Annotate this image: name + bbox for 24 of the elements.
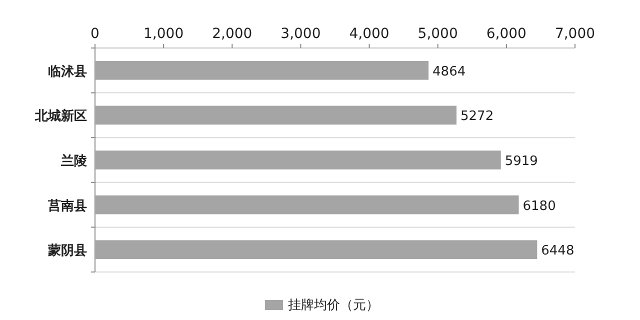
x-tick-label: 6,000 (486, 26, 526, 42)
legend-label: 挂牌均价（元） (288, 298, 379, 313)
y-tick-label: 莒南县 (47, 198, 87, 214)
bar (95, 240, 538, 260)
x-tick-label: 2,000 (212, 26, 252, 42)
x-tick-label: 4,000 (349, 26, 390, 42)
x-tick-label: 5,000 (418, 26, 458, 42)
y-tick-label: 兰陵 (60, 153, 88, 169)
data-label: 5919 (504, 154, 538, 169)
x-tick-label: 7,000 (554, 26, 596, 42)
data-label: 5272 (460, 109, 494, 124)
data-label: 6448 (541, 244, 574, 259)
bar (95, 195, 519, 214)
y-tick-label: 临沭县 (48, 64, 87, 80)
x-tick-label: 0 (90, 26, 100, 42)
y-tick-label: 蒙阴县 (47, 242, 87, 259)
y-tick-label: 北城新区 (34, 108, 87, 124)
bar (95, 150, 501, 170)
bar (95, 60, 429, 80)
data-label: 4864 (432, 64, 466, 80)
bar (95, 106, 457, 125)
x-tick-label: 1,000 (144, 26, 184, 42)
data-label: 6180 (522, 198, 556, 214)
x-tick-label: 3,000 (280, 26, 321, 42)
